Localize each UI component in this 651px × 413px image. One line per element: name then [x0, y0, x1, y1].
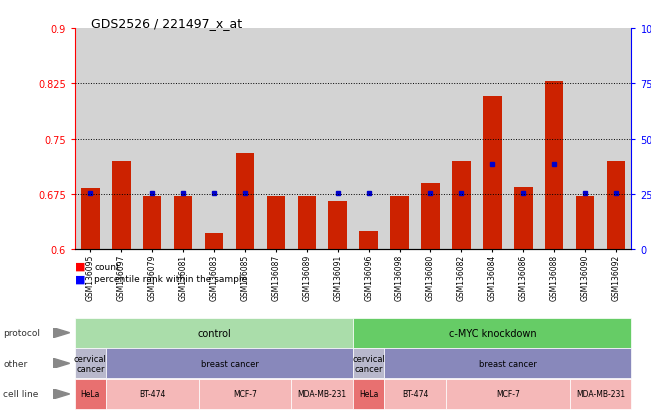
Bar	[298, 197, 316, 250]
Bar	[483, 97, 501, 250]
Bar	[106, 29, 137, 250]
Bar	[267, 197, 285, 250]
Text: protocol: protocol	[3, 328, 40, 337]
Text: count: count	[94, 262, 120, 271]
Bar	[81, 189, 100, 250]
Bar	[143, 197, 161, 250]
Polygon shape	[53, 389, 70, 399]
Bar	[205, 234, 223, 250]
Text: control: control	[197, 328, 231, 338]
Text: cell line: cell line	[3, 389, 38, 399]
Bar	[514, 187, 533, 250]
Bar	[329, 202, 347, 250]
Bar	[260, 29, 292, 250]
Bar	[391, 197, 409, 250]
Bar	[607, 161, 625, 250]
Text: BT-474: BT-474	[139, 389, 165, 399]
Polygon shape	[53, 328, 70, 338]
Bar	[477, 29, 508, 250]
Bar	[452, 161, 471, 250]
Bar	[575, 197, 594, 250]
Bar	[322, 29, 353, 250]
Text: GDS2526 / 221497_x_at: GDS2526 / 221497_x_at	[91, 17, 242, 29]
Text: c-MYC knockdown: c-MYC knockdown	[449, 328, 536, 338]
Bar	[570, 29, 600, 250]
Bar	[359, 231, 378, 250]
Bar	[353, 29, 384, 250]
Bar	[236, 154, 254, 250]
Polygon shape	[53, 358, 70, 368]
Text: ■: ■	[75, 261, 85, 271]
Text: breast cancer: breast cancer	[479, 359, 536, 368]
Bar	[508, 29, 539, 250]
Text: percentile rank within the sample: percentile rank within the sample	[94, 274, 247, 283]
Bar	[137, 29, 168, 250]
Text: MCF-7: MCF-7	[496, 389, 519, 399]
Text: other: other	[3, 359, 27, 368]
Text: MCF-7: MCF-7	[233, 389, 257, 399]
Text: MDA-MB-231: MDA-MB-231	[576, 389, 625, 399]
Bar	[112, 161, 131, 250]
Bar	[199, 29, 230, 250]
Bar	[446, 29, 477, 250]
Bar	[421, 183, 440, 250]
Bar	[539, 29, 570, 250]
Bar	[168, 29, 199, 250]
Bar	[415, 29, 446, 250]
Bar	[545, 82, 563, 250]
Bar	[230, 29, 260, 250]
Text: BT-474: BT-474	[402, 389, 428, 399]
Text: MDA-MB-231: MDA-MB-231	[298, 389, 347, 399]
Text: HeLa: HeLa	[359, 389, 378, 399]
Bar	[292, 29, 322, 250]
Text: cervical
cancer: cervical cancer	[74, 354, 107, 373]
Text: cervical
cancer: cervical cancer	[352, 354, 385, 373]
Text: ■: ■	[75, 274, 85, 284]
Bar	[75, 29, 105, 250]
Bar	[174, 197, 193, 250]
Text: breast cancer: breast cancer	[201, 359, 258, 368]
Bar	[384, 29, 415, 250]
Text: HeLa: HeLa	[81, 389, 100, 399]
Bar	[600, 29, 631, 250]
